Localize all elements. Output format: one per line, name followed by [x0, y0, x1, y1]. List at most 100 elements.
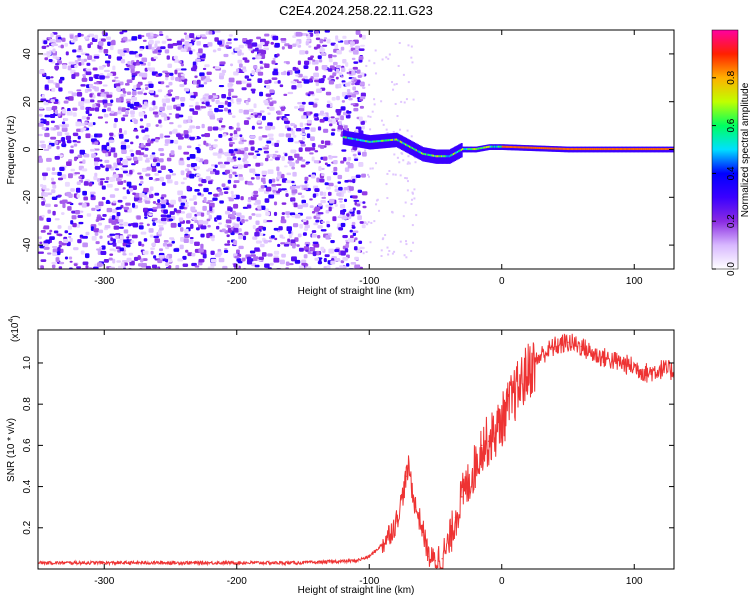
spectrogram-cell — [53, 268, 56, 269]
spectrogram-cell — [269, 158, 273, 161]
spectrogram-cell — [271, 77, 278, 80]
spectrogram-cell — [77, 57, 81, 62]
spectrogram-cell — [301, 101, 306, 105]
snr-data-point — [368, 556, 370, 558]
spectrogram-cell — [334, 204, 338, 207]
spectrogram-cell — [58, 240, 63, 245]
spectrogram-cell — [140, 143, 144, 148]
spectrogram-cell — [359, 82, 365, 86]
spectrogram-cell — [245, 101, 249, 106]
spectrogram-cell — [125, 155, 132, 159]
snr-data-point — [554, 345, 556, 348]
spectrogram-cell — [284, 153, 288, 157]
spectrogram-cell — [80, 84, 86, 87]
spectrogram-cell — [142, 258, 148, 262]
spectrogram-cell — [344, 136, 347, 139]
spectrogram-cell — [68, 256, 73, 260]
spectrogram-cell — [198, 84, 205, 88]
spectrogram-cell — [233, 71, 239, 76]
spectrogram-cell — [322, 113, 327, 117]
spectrogram-cell — [72, 107, 78, 111]
spectrogram-cell — [399, 128, 402, 131]
spectrogram-cell — [366, 223, 369, 226]
spectrogram-cell — [347, 163, 354, 169]
spectrogram-cell — [328, 54, 333, 59]
spectrogram-cell — [51, 167, 56, 171]
spectrogram-cell — [101, 108, 107, 113]
spectrogram-cell — [133, 196, 140, 202]
spectrogram-cell — [270, 235, 275, 239]
spectrogram-cell — [318, 258, 322, 262]
spectrogram-cell — [85, 71, 92, 76]
spectrogram-cell — [279, 259, 285, 265]
spectrogram-cell — [68, 96, 74, 101]
spectrogram-cell — [335, 84, 340, 89]
spectrogram-cell — [151, 138, 156, 142]
spectrogram-cell — [163, 117, 168, 121]
spectrogram-cell — [293, 106, 299, 109]
spectrogram-cell — [99, 178, 105, 181]
spectrogram-cell — [101, 31, 106, 35]
spectrogram-cell — [105, 152, 109, 157]
spectrogram-cell — [226, 224, 231, 228]
spectrogram-cell — [53, 230, 59, 234]
spectrogram-cell — [258, 225, 264, 230]
spectrogram-cell — [303, 65, 309, 69]
spectrogram-cell — [67, 225, 73, 230]
spectrogram-cell — [306, 119, 313, 124]
spectrogram-cell — [234, 223, 240, 228]
spectrogram-cell — [183, 119, 188, 124]
spectrogram-cell — [261, 170, 268, 176]
spectrogram-cell — [157, 259, 163, 264]
spectrogram-cell — [326, 103, 331, 108]
spectrogram-cell — [361, 151, 367, 157]
spectrogram-cell — [203, 197, 207, 202]
spectrogram-cell — [157, 229, 162, 235]
spectrogram-cell — [520, 146, 523, 149]
spectrogram-cell — [334, 43, 339, 49]
spectrogram-cell — [231, 194, 237, 199]
spectrogram-cell — [607, 148, 610, 151]
spectrogram-cell — [189, 173, 195, 179]
spectrogram-cell — [291, 85, 297, 90]
spectrogram-cell — [307, 33, 311, 37]
spectrogram-cell — [214, 164, 218, 168]
spectrogram-cell — [142, 136, 149, 141]
spectrogram-cell — [109, 132, 114, 136]
spectrogram-cell — [85, 265, 89, 269]
spectrogram-cell — [97, 116, 104, 119]
spectrogram-cell — [405, 240, 408, 243]
spectrogram-cell — [369, 115, 372, 118]
spectrogram-cell — [283, 243, 290, 247]
spectrogram-cell — [170, 150, 175, 155]
spectrogram-cell — [283, 117, 289, 121]
spectrogram-cell — [397, 64, 400, 67]
snr-multiplier: (x104) — [8, 315, 21, 342]
spectrogram-cell — [312, 59, 316, 62]
spectrogram-cell — [41, 197, 45, 200]
spectrogram-cell — [332, 61, 338, 66]
spectrogram-cell — [236, 122, 240, 127]
spectrogram-cell — [79, 149, 86, 155]
spectrogram-cell — [194, 241, 200, 246]
spectrogram-cell — [214, 253, 221, 258]
spectrogram-cell — [133, 129, 139, 132]
spectrogram-cell — [190, 95, 196, 99]
spectrogram-cell — [246, 83, 252, 88]
spectrogram-cell — [267, 133, 274, 137]
spectrogram-cell — [286, 226, 292, 232]
spectrogram-cell — [72, 140, 78, 143]
spectrogram-cell — [174, 181, 179, 185]
spectrogram-cell — [97, 100, 104, 103]
spectrogram-cell — [125, 244, 131, 248]
snr-data-point — [567, 341, 569, 343]
spectrogram-cell — [354, 264, 361, 269]
spectrogram-cell — [410, 202, 413, 205]
spectrogram-cell — [638, 148, 641, 151]
spectrogram-cell — [232, 156, 237, 159]
spectrogram-cell — [538, 147, 541, 150]
spectrogram-cell — [81, 115, 87, 120]
spectrogram-cell — [73, 143, 78, 147]
spectrogram-cell — [198, 48, 203, 54]
spectrogram-cell — [263, 239, 269, 244]
